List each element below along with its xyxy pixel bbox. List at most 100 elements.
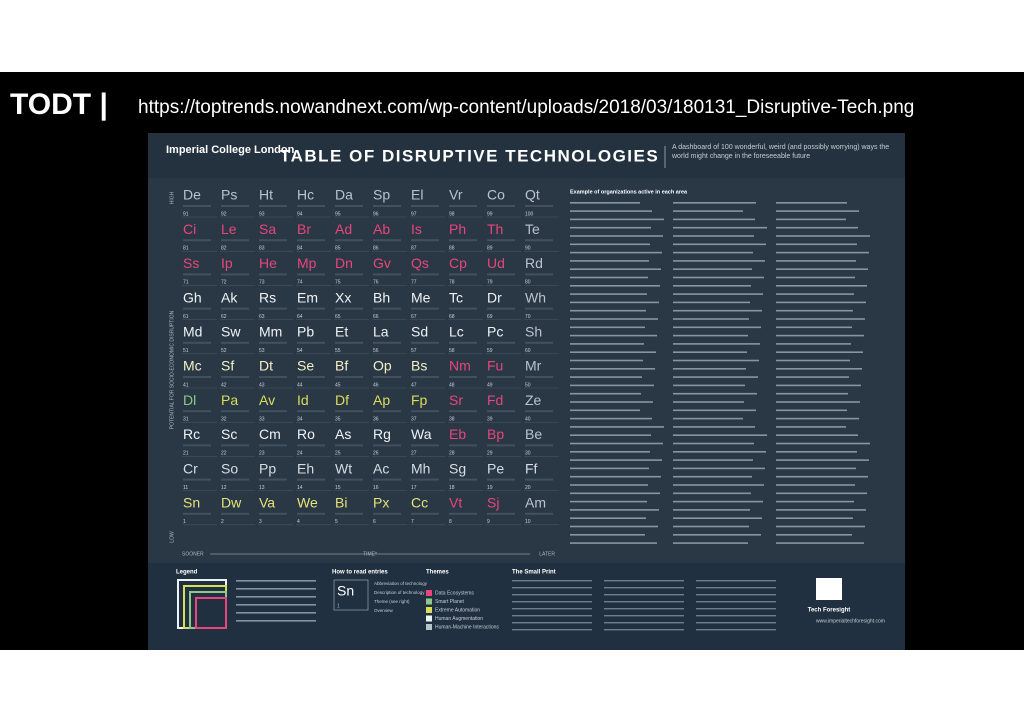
element-number: 55 bbox=[335, 348, 341, 354]
element-desc bbox=[259, 205, 287, 207]
list-line bbox=[570, 426, 664, 428]
small-print-line bbox=[696, 608, 776, 610]
list-line bbox=[570, 351, 656, 353]
element-number: 26 bbox=[373, 451, 379, 457]
element-desc bbox=[259, 307, 287, 310]
element-number: 97 bbox=[411, 211, 417, 217]
list-line bbox=[673, 409, 756, 412]
element-desc bbox=[411, 341, 439, 344]
element-symbol: Ze bbox=[525, 392, 542, 408]
element-symbol: Wh bbox=[525, 289, 546, 305]
element-number: 81 bbox=[183, 246, 189, 252]
list-line bbox=[570, 260, 649, 262]
small-print-line bbox=[604, 580, 684, 582]
list-line bbox=[776, 351, 863, 353]
element-number: 42 bbox=[221, 382, 227, 388]
element-symbol: Cp bbox=[449, 255, 467, 271]
element-symbol: Cc bbox=[411, 495, 428, 511]
element-desc bbox=[335, 205, 363, 207]
element-symbol: Sd bbox=[411, 324, 428, 340]
list-line bbox=[776, 417, 859, 420]
element-symbol: Bs bbox=[411, 358, 427, 374]
element-symbol: Rs bbox=[259, 289, 276, 305]
element-desc bbox=[297, 512, 325, 515]
small-print-line bbox=[512, 580, 592, 582]
list-line bbox=[673, 260, 765, 262]
element-desc bbox=[525, 205, 553, 207]
small-print-line bbox=[696, 615, 776, 617]
element-desc bbox=[297, 273, 325, 276]
element-symbol: Df bbox=[335, 392, 349, 408]
website: www.imperialtechforesight.com bbox=[816, 618, 885, 624]
element-symbol: So bbox=[221, 460, 238, 476]
element-desc bbox=[335, 512, 363, 515]
theme-label: Human-Machine Interactions bbox=[435, 624, 499, 630]
list-line bbox=[570, 268, 661, 270]
element-symbol: Ip bbox=[221, 255, 233, 271]
element-number: 47 bbox=[411, 382, 417, 388]
axis-label: POTENTIAL FOR SOCIO-ECONOMIC DISRUPTION bbox=[169, 310, 175, 429]
element-symbol: Co bbox=[487, 187, 505, 203]
element-symbol: Da bbox=[335, 187, 353, 203]
theme-label: Extreme Automation bbox=[435, 607, 480, 613]
list-line bbox=[570, 451, 650, 453]
element-number: 14 bbox=[297, 485, 303, 491]
element-number: 62 bbox=[221, 314, 227, 320]
list-line bbox=[570, 218, 664, 221]
list-line bbox=[570, 384, 654, 387]
element-desc bbox=[335, 341, 363, 344]
element-symbol: Dt bbox=[259, 358, 273, 374]
list-line bbox=[673, 467, 765, 470]
element-symbol: Dl bbox=[183, 392, 196, 408]
element-symbol: Gh bbox=[183, 289, 202, 305]
element-desc bbox=[183, 444, 211, 447]
list-line bbox=[776, 243, 857, 246]
element-desc bbox=[259, 512, 287, 515]
element-desc bbox=[525, 478, 553, 481]
url: https://toptrends.nowandnext.com/wp-cont… bbox=[138, 97, 914, 118]
element-desc bbox=[297, 307, 325, 310]
element-number: 15 bbox=[335, 485, 341, 491]
list-line bbox=[570, 442, 663, 445]
theme-label: Human Augmentation bbox=[435, 616, 483, 622]
element-number: 46 bbox=[373, 382, 379, 388]
list-line bbox=[673, 309, 762, 312]
list-line bbox=[776, 326, 852, 329]
list-line bbox=[776, 459, 869, 461]
element-number: 37 bbox=[411, 417, 417, 423]
element-symbol: As bbox=[335, 426, 351, 442]
sample-cell bbox=[333, 579, 369, 611]
list-line bbox=[673, 343, 760, 345]
element-number: 91 bbox=[183, 211, 189, 217]
element-desc bbox=[297, 376, 325, 378]
list-line bbox=[570, 343, 644, 345]
element-number: 24 bbox=[297, 451, 303, 457]
element-desc bbox=[411, 444, 439, 447]
element-symbol: Lc bbox=[449, 324, 464, 340]
element-number: 20 bbox=[525, 485, 531, 491]
list-line bbox=[776, 434, 858, 436]
element-number: 7 bbox=[411, 519, 414, 525]
list-line bbox=[673, 401, 744, 403]
axis-high: HIGH bbox=[169, 191, 175, 204]
list-line bbox=[673, 542, 748, 544]
element-symbol: Dn bbox=[335, 255, 353, 271]
element-number: 69 bbox=[487, 314, 493, 320]
list-line bbox=[570, 309, 646, 312]
list-line bbox=[776, 534, 852, 536]
element-number: 19 bbox=[487, 485, 493, 491]
element-symbol: Fd bbox=[487, 392, 503, 408]
list-line bbox=[570, 492, 660, 495]
theme-icon bbox=[426, 615, 432, 622]
sample-symbol: Sn bbox=[337, 583, 354, 599]
list-line bbox=[570, 534, 645, 536]
element-desc bbox=[183, 307, 211, 310]
list-line bbox=[570, 334, 657, 337]
element-symbol: Sn bbox=[183, 495, 200, 511]
element-number: 95 bbox=[335, 211, 341, 217]
list-line bbox=[776, 268, 868, 270]
element-desc bbox=[297, 478, 325, 481]
element-symbol: Sc bbox=[221, 426, 237, 442]
how-to-note: Theme (see right) bbox=[374, 599, 410, 604]
element-symbol: Ss bbox=[183, 255, 199, 271]
